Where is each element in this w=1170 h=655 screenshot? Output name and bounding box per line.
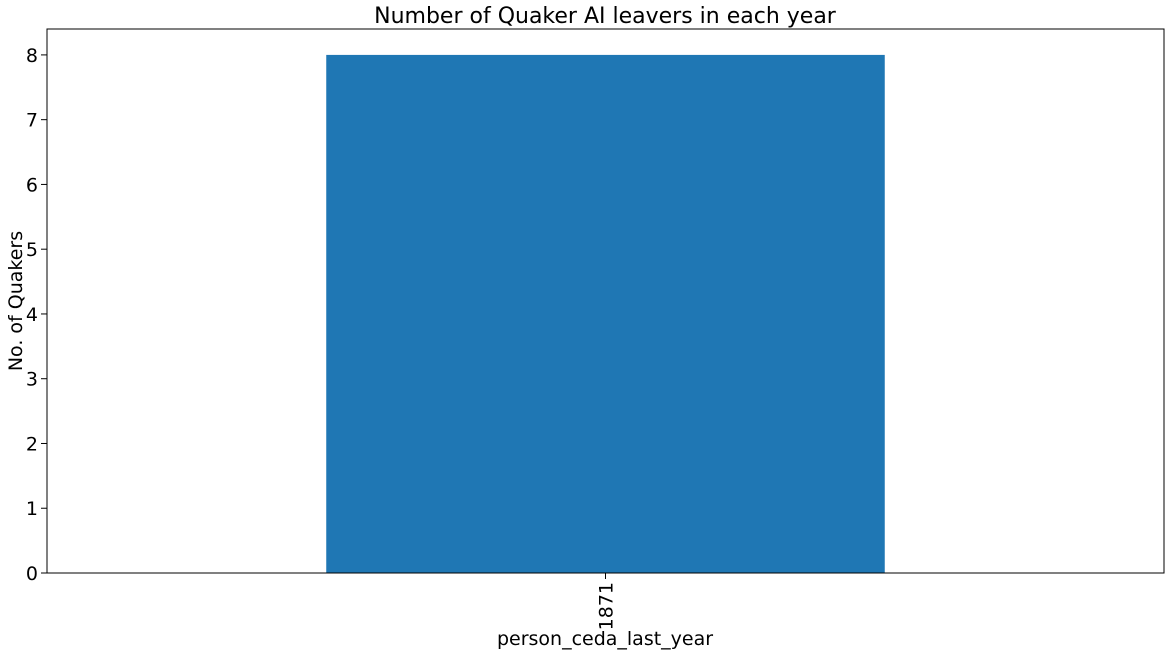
y-tick-label: 4 [26,304,38,326]
y-axis-label: No. of Quakers [5,231,27,371]
x-axis-ticks: 1871 [596,573,618,630]
y-tick-label: 3 [26,369,38,391]
chart-title: Number of Quaker AI leavers in each year [374,4,837,29]
y-tick-label: 8 [26,45,38,67]
plot-frame [46,28,1165,574]
y-axis-ticks: 0 1 2 3 4 5 6 7 8 [26,45,47,585]
y-tick-label: 5 [26,239,38,261]
y-tick-label: 6 [26,174,38,196]
y-tick-label: 1 [26,498,38,520]
y-tick-label: 0 [26,563,38,585]
y-tick-label: 7 [26,110,38,132]
bars-group [326,54,885,573]
bar-1871 [326,54,885,573]
x-tick-label: 1871 [596,582,618,630]
y-tick-label: 2 [26,433,38,455]
x-axis-label: person_ceda_last_year [497,628,713,650]
